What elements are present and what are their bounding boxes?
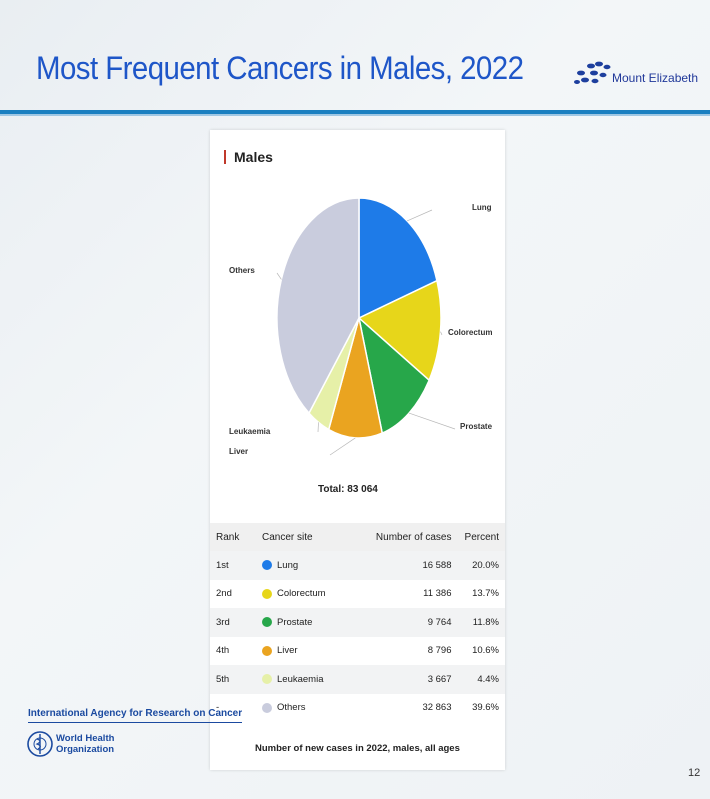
cell-cases: 11 386 <box>423 588 452 600</box>
pie-slice-liver <box>327 317 384 439</box>
cell-site: Colorectum <box>256 580 368 609</box>
pie-slice-lung <box>358 197 438 320</box>
legend-dot <box>262 617 272 628</box>
leader-line <box>317 422 319 433</box>
cell-rank: 5th <box>210 665 256 694</box>
leader-line <box>406 209 433 222</box>
cell-site: Prostate <box>256 608 368 637</box>
col-rank: Rank <box>210 523 256 551</box>
cell-site: Liver <box>256 637 368 666</box>
site-label: Leukaemia <box>277 673 324 685</box>
cell-percent: 4.4% <box>457 665 505 694</box>
col-site: Cancer site <box>256 523 368 551</box>
cell-rank: - <box>216 702 220 714</box>
legend-dot <box>262 702 272 713</box>
cell-percent: 20.0% <box>457 551 505 580</box>
cell-site: Lung <box>256 551 368 580</box>
who-line-2: Organization <box>56 744 115 755</box>
cell-site: Leukaemia <box>256 665 368 694</box>
table-row: 5th Leukaemia 3 667 4.4% <box>210 665 505 694</box>
who-text: World Health Organization <box>56 733 114 755</box>
pie-label: Leukaemia <box>229 427 271 436</box>
cell-site: Others <box>256 694 368 723</box>
chart-title: Males <box>224 150 273 164</box>
who-emblem-icon <box>27 731 53 757</box>
cell-percent: 10.6% <box>472 645 499 657</box>
who-line-1: World Health <box>56 733 115 744</box>
legend-dot <box>262 560 272 571</box>
leader-line <box>276 272 282 280</box>
cell-rank: 1st <box>210 551 256 580</box>
title-rule <box>0 110 710 114</box>
legend-dot <box>262 645 272 656</box>
mount-elizabeth-logo <box>574 61 611 84</box>
pie-label: Prostate <box>460 422 493 431</box>
cancer-table: Rank Cancer site Number of cases Percent… <box>210 523 505 722</box>
table-header-row: Rank Cancer site Number of cases Percent <box>210 523 505 551</box>
cell-rank: 3rd <box>210 608 256 637</box>
cell-cases: 8 796 <box>427 645 452 657</box>
pie-label: Others <box>229 266 255 275</box>
site-label: Others <box>277 702 306 714</box>
cell-percent: 39.6% <box>472 702 499 714</box>
col-cases: Number of cases <box>368 523 458 551</box>
legend-dot <box>262 588 272 599</box>
table-row: 1st Lung 16 588 20.0% <box>210 551 505 580</box>
leader-line <box>408 412 456 430</box>
site-label: Lung <box>277 559 299 571</box>
col-percent: Percent <box>457 523 505 551</box>
cell-cases: 32 863 <box>422 702 452 714</box>
page-number: 12 <box>688 767 701 779</box>
title-rule-light <box>0 114 710 116</box>
legend-dot <box>262 674 272 685</box>
cell-rank: 2nd <box>216 588 232 600</box>
pie-label: Lung <box>472 203 492 212</box>
site-label: Colorectum <box>277 588 326 600</box>
leader-line <box>440 331 443 336</box>
cell-percent: 13.7% <box>472 588 499 600</box>
pie-label: Colorectum <box>448 328 492 337</box>
table-row: 4th Liver 8 796 10.6% <box>210 637 505 666</box>
pie-label: Liver <box>229 447 248 456</box>
logo-text: Mount Elizabeth <box>612 71 699 85</box>
site-label: Liver <box>277 645 298 657</box>
iarc-label: International Agency for Research on Can… <box>28 708 243 723</box>
table-row: - Others 32 863 39.6% <box>210 694 505 723</box>
cell-percent: 11.8% <box>457 608 505 637</box>
slide-title: Most Frequent Cancers in Males, 2022 <box>36 50 524 86</box>
cell-cases: 16 588 <box>368 551 458 580</box>
cell-cases: 3 667 <box>368 665 458 694</box>
table-row: 2nd Colorectum 11 386 13.7% <box>210 580 505 609</box>
cell-rank: 4th <box>216 645 230 657</box>
site-label: Prostate <box>277 616 313 628</box>
table-row: 3rd Prostate 9 764 11.8% <box>210 608 505 637</box>
leader-line <box>329 437 356 456</box>
cell-cases: 9 764 <box>368 608 458 637</box>
chart-total: Total: 83 064 <box>318 484 378 495</box>
table-caption: Number of new cases in 2022, males, all … <box>255 743 460 754</box>
